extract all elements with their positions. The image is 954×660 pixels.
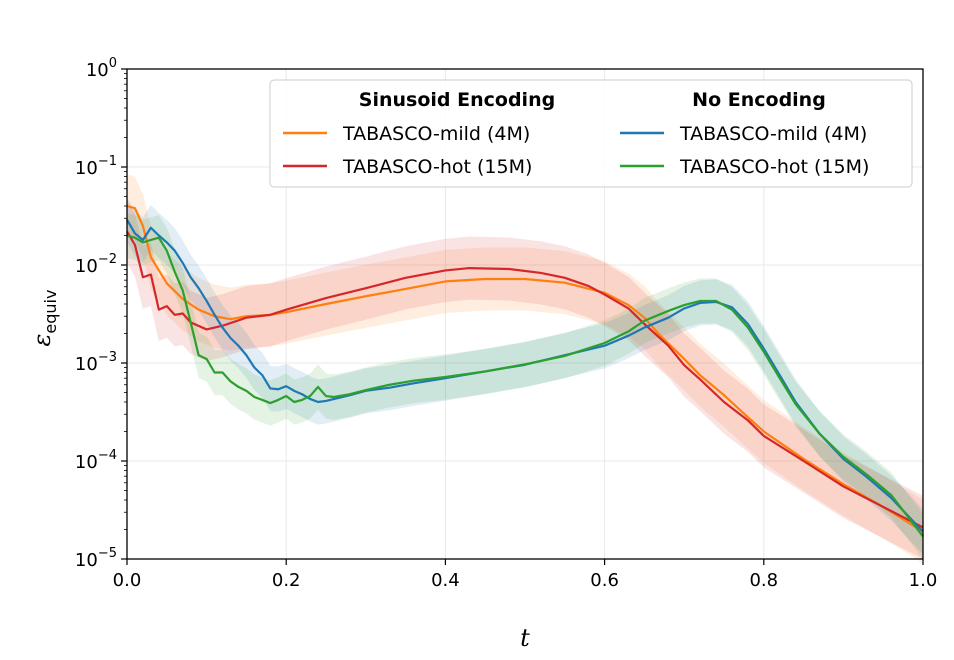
series-lines: [126, 204, 924, 538]
legend-label-sinusoid-hot: TABASCO-hot (15M): [342, 156, 532, 178]
line-series-3: [126, 234, 924, 538]
y-tick-label: 10−1: [75, 154, 117, 179]
y-tick-label: 10−5: [75, 546, 117, 571]
axes: 0.0 0.2 0.4 0.6 0.8 1.0 100 10−1 10−2 10−3 10−4 10−…: [75, 56, 937, 591]
plot-frame: [126, 68, 924, 560]
x-tick-label: 0.0: [113, 570, 142, 591]
legend-label-noenc-hot: TABASCO-hot (15M): [679, 156, 869, 178]
y-axis-label-symbol: ε: [28, 334, 56, 347]
legend: Sinusoid Encoding No Encoding TABASCO-mi…: [269, 79, 913, 188]
x-tick-label: 0.8: [749, 570, 778, 591]
band-series-3: [127, 212, 923, 560]
y-tick-label: 10−4: [75, 448, 117, 473]
uncertainty-bands: [127, 174, 923, 564]
legend-heading-no-encoding: No Encoding: [692, 89, 826, 111]
line-series-2: [126, 219, 924, 533]
legend-heading-sinusoid: Sinusoid Encoding: [359, 89, 555, 111]
legend-label-sinusoid-mild: TABASCO-mild (4M): [342, 123, 530, 145]
legend-label-noenc-mild: TABASCO-mild (4M): [679, 123, 867, 145]
band-series-2: [127, 197, 923, 555]
y-axis-label-subscript: equiv: [41, 290, 60, 334]
line-series-1: [126, 230, 924, 529]
band-series-0: [127, 174, 923, 564]
legend-box: [269, 79, 913, 188]
x-tick-label: 0.2: [272, 570, 301, 591]
x-tick-label: 0.4: [431, 570, 460, 591]
x-axis-label: t: [520, 624, 530, 652]
y-axis-label: εequiv: [28, 290, 60, 347]
x-tick-label: 1.0: [909, 570, 938, 591]
y-tick-label: 100: [86, 56, 117, 81]
y-tick-label: 10−2: [75, 252, 117, 277]
band-series-1: [127, 199, 923, 559]
svg-text:εequiv: εequiv: [28, 290, 60, 347]
y-tick-label: 10−3: [75, 350, 117, 375]
x-tick-label: 0.6: [590, 570, 619, 591]
